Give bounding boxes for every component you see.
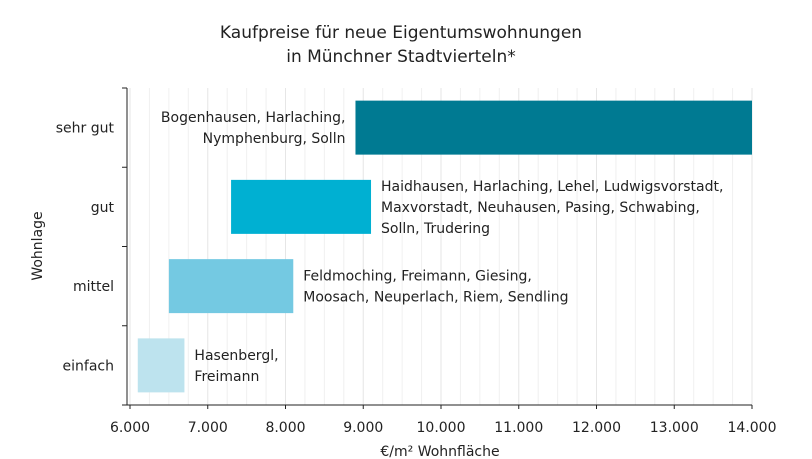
x-tick-label: 10.000 xyxy=(417,420,466,436)
x-tick-label: 13.000 xyxy=(650,420,699,436)
x-tick-label: 11.000 xyxy=(494,420,543,436)
x-tick-label: 8.000 xyxy=(265,420,305,436)
bar-annotation: Nymphenburg, Solln xyxy=(203,131,346,147)
range-bar xyxy=(137,338,185,393)
axes: 6.000 7.000 8.000 9.000 10.000 11.000 12.000 13… xyxy=(56,87,777,436)
y-axis-label: Wohnlage xyxy=(30,211,46,280)
bar-annotation: Freimann xyxy=(194,369,259,385)
x-tick-label: 12.000 xyxy=(572,420,621,436)
chart-title-line-1: Kaufpreise für neue Eigentumswohnungen xyxy=(220,23,582,43)
bar-annotation: Feldmoching, Freimann, Giesing, xyxy=(303,269,532,285)
x-tick-label: 6.000 xyxy=(110,420,150,436)
grid-lines xyxy=(129,88,753,405)
category-label: einfach xyxy=(63,358,114,374)
category-label: mittel xyxy=(73,279,114,295)
bar-annotation: Moosach, Neuperlach, Riem, Sendling xyxy=(303,290,568,306)
bar-annotation: Haidhausen, Harlaching, Lehel, Ludwigsvo… xyxy=(381,179,723,195)
x-tick-label: 14.000 xyxy=(728,420,777,436)
range-bar xyxy=(355,100,752,155)
bar-annotation: Bogenhausen, Harlaching, xyxy=(161,110,346,126)
x-tick-label: 9.000 xyxy=(343,420,383,436)
range-bar xyxy=(231,179,372,234)
category-label: gut xyxy=(91,200,115,216)
range-bar xyxy=(168,259,294,314)
bar-annotation: Hasenbergl, xyxy=(194,348,278,364)
x-axis-label: €/m² Wohnfläche xyxy=(380,444,499,459)
chart-title-line-2: in Münchner Stadtvierteln* xyxy=(286,47,516,67)
bars: Bogenhausen, Harlaching, Nymphenburg, Sol… xyxy=(137,100,752,393)
bar-annotation: Maxvorstadt, Neuhausen, Pasing, Schwabin… xyxy=(381,200,700,216)
x-tick-label: 7.000 xyxy=(188,420,228,436)
category-label: sehr gut xyxy=(56,121,115,137)
bar-annotation: Solln, Trudering xyxy=(381,221,490,237)
